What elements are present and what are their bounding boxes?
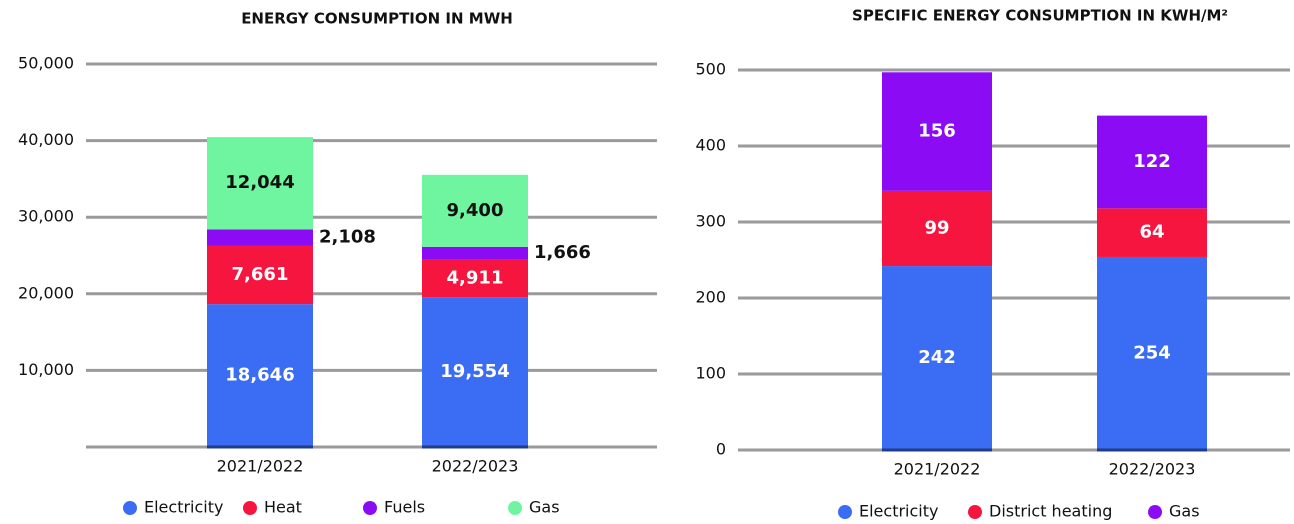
bar-segment [882,266,992,450]
legend-label: Gas [529,498,560,517]
bar-segment [207,137,313,230]
data-label: 2,108 [319,226,376,247]
legend-swatch [243,501,257,515]
y-tick-label: 40,000 [18,130,74,149]
data-label: 9,400 [447,200,504,221]
bar-segment [422,174,528,247]
legend-label: Electricity [859,502,938,521]
y-tick-label: 400 [695,136,726,155]
x-tick-label: 2021/2022 [217,457,304,476]
bar-segment [207,229,313,246]
bar-segment [882,190,992,267]
data-label: 64 [1139,222,1164,243]
x-tick-label: 2022/2023 [432,457,519,476]
y-tick-label: 500 [695,60,726,79]
y-tick-label: 50,000 [18,54,74,73]
legend-label: District heating [989,502,1112,521]
bar-segment [422,259,528,298]
legend-label: Electricity [144,498,223,517]
legend-label: Gas [1169,502,1200,521]
y-tick-label: 300 [695,212,726,231]
y-tick-label: 10,000 [18,360,74,379]
bar-segment [882,72,992,191]
data-label: 1,666 [534,242,591,263]
legend-swatch [1148,505,1162,519]
legend-label: Fuels [384,498,425,517]
bar-segment [422,297,528,447]
y-tick-label: 0 [716,440,726,459]
data-label: 4,911 [447,267,504,288]
bar-segment [1097,115,1207,209]
data-label: 122 [1133,151,1171,172]
data-label: 18,646 [225,365,294,386]
chart-title: ENERGY CONSUMPTION IN MWH [241,10,513,28]
bar-segment [207,245,313,305]
data-label: 19,554 [440,361,509,382]
data-label: 99 [924,217,949,238]
bar-segment [1097,208,1207,257]
legend-label: Heat [264,498,302,517]
data-label: 12,044 [225,172,294,193]
chart-title: SPECIFIC ENERGY CONSUMPTION IN KWH/M² [852,7,1228,25]
legend-swatch [838,505,852,519]
bar-segment [1097,256,1207,450]
bar-segment [207,304,313,447]
bar-segment [422,246,528,260]
data-label: 242 [918,347,956,368]
data-label: 7,661 [232,264,289,285]
legend-swatch [508,501,522,515]
y-tick-label: 20,000 [18,283,74,302]
x-tick-label: 2021/2022 [894,460,981,479]
y-tick-label: 100 [695,364,726,383]
legend-swatch [363,501,377,515]
y-tick-label: 30,000 [18,207,74,226]
data-label: 156 [918,121,956,142]
legend-swatch [968,505,982,519]
legend-swatch [123,501,137,515]
y-tick-label: 200 [695,288,726,307]
data-label: 254 [1133,342,1171,363]
x-tick-label: 2022/2023 [1109,460,1196,479]
